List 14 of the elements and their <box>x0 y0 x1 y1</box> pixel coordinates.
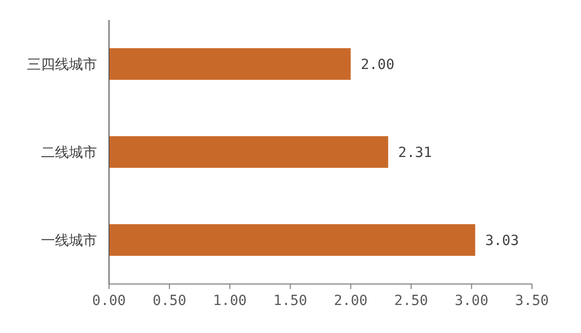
y-tick-label: 三四线城市 <box>27 57 97 73</box>
data-label: 2.00 <box>360 57 394 73</box>
x-tick-label: 3.50 <box>515 293 549 309</box>
y-tick-label: 一线城市 <box>41 233 97 249</box>
data-label: 3.03 <box>485 233 519 249</box>
y-tick-label: 二线城市 <box>41 145 97 161</box>
x-tick-label: 2.50 <box>394 293 428 309</box>
x-tick-label: 2.00 <box>334 293 368 309</box>
x-tick-label: 1.50 <box>273 293 308 309</box>
x-tick-label: 0.00 <box>92 293 126 309</box>
x-tick-label: 3.00 <box>454 293 488 309</box>
x-tick-label: 0.50 <box>152 293 186 309</box>
data-label: 2.31 <box>398 145 432 161</box>
x-tick-label: 1.00 <box>213 293 247 309</box>
